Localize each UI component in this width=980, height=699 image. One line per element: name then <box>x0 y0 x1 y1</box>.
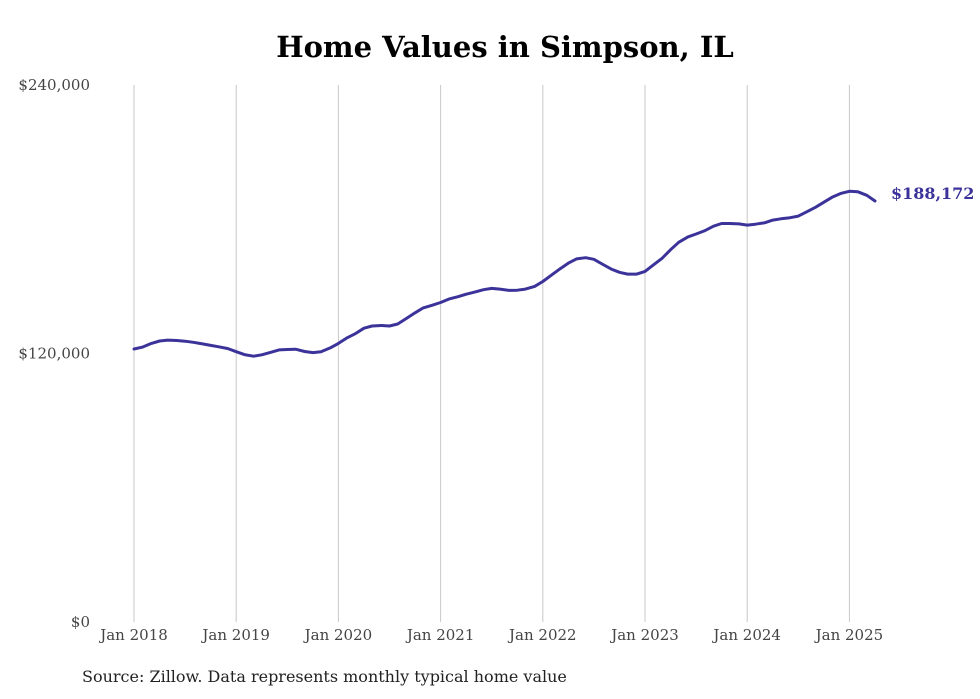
chart-title: Home Values in Simpson, IL <box>276 30 734 64</box>
x-tick-label: Jan 2024 <box>711 626 781 644</box>
x-tick-label: Jan 2019 <box>200 626 270 644</box>
x-tick-label: Jan 2022 <box>507 626 577 644</box>
y-tick-label: $0 <box>71 613 90 631</box>
source-note: Source: Zillow. Data represents monthly … <box>82 667 567 686</box>
x-tick-label: Jan 2025 <box>814 626 884 644</box>
y-axis-ticks: $0 $120,000 $240,000 <box>18 76 90 631</box>
y-tick-label: $240,000 <box>18 76 90 94</box>
x-axis-ticks: Jan 2018 Jan 2019 Jan 2020 Jan 2021 Jan 2022… <box>98 626 883 644</box>
x-tick-label: Jan 2020 <box>303 626 373 644</box>
series-line <box>132 189 877 358</box>
y-tick-label: $120,000 <box>18 345 90 363</box>
gridlines <box>133 85 850 622</box>
x-tick-label: Jan 2023 <box>609 626 679 644</box>
x-tick-label: Jan 2021 <box>405 626 475 644</box>
x-tick-label: Jan 2018 <box>98 626 168 644</box>
end-value-label: $188,172 <box>891 184 975 203</box>
